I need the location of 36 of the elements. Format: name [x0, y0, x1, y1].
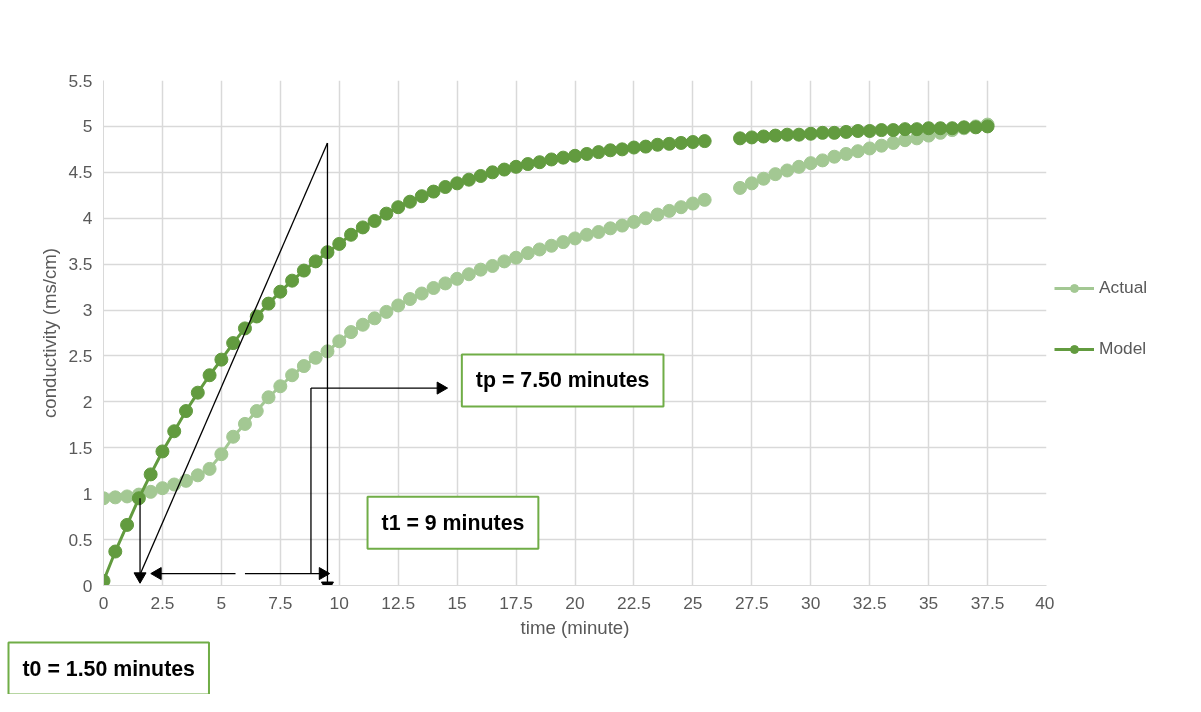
x-tick-label: 10	[329, 592, 349, 613]
x-tick-label: 0	[98, 592, 109, 613]
x-tick-label: 2.5	[150, 592, 175, 613]
x-tick-label: 27.5	[734, 592, 769, 613]
x-tick-label: 30	[801, 592, 821, 613]
y-axis-title: conductivity (ms/cm)	[39, 247, 61, 418]
x-tick-label: 37.5	[970, 592, 1005, 613]
annotation: t1 = 9 minutes	[381, 510, 525, 535]
x-tick-label: 40	[1035, 592, 1055, 613]
y-tick-label: 2.5	[68, 345, 93, 366]
y-tick-label: 1	[82, 483, 93, 504]
y-tick-label: 3.5	[68, 254, 93, 275]
y-tick-label: 4	[82, 208, 93, 229]
x-tick-label: 25	[683, 592, 703, 613]
x-tick-label: 35	[918, 592, 939, 613]
x-tick-label: 20	[565, 592, 585, 613]
x-tick-label: 7.5	[268, 592, 293, 613]
y-tick-label: 1.5	[68, 437, 93, 458]
x-axis-title: time (minute)	[520, 616, 630, 638]
y-tick-label: 5.5	[68, 70, 93, 91]
y-tick-label: 5	[82, 116, 93, 137]
x-tick-label: 22.5	[617, 592, 651, 613]
y-tick-label: 0.5	[68, 529, 93, 550]
x-tick-label: 15	[447, 592, 467, 613]
x-tick-label: 12.5	[381, 592, 416, 613]
legend-label: Model	[1099, 338, 1147, 359]
y-tick-label: 2	[82, 391, 93, 412]
y-tick-label: 4.5	[68, 162, 93, 183]
x-tick-label: 5	[216, 592, 227, 613]
x-tick-label: 32.5	[852, 592, 887, 613]
text: t0 = 1.50 minutes	[22, 656, 195, 681]
y-tick-label: 3	[82, 300, 93, 321]
annotation: tp = 7.50 minutes	[475, 368, 650, 393]
legend-label: Actual	[1099, 277, 1148, 298]
y-tick-label: 0	[82, 575, 93, 596]
x-tick-label: 17.5	[499, 592, 533, 613]
